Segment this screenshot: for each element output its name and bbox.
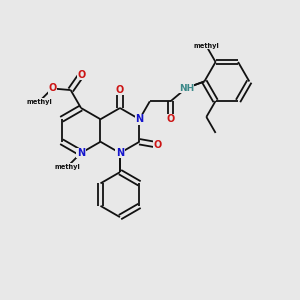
Text: O: O bbox=[77, 70, 86, 80]
Text: N: N bbox=[77, 148, 85, 158]
Text: N: N bbox=[135, 114, 143, 124]
Text: N: N bbox=[116, 148, 124, 158]
Text: O: O bbox=[116, 85, 124, 94]
Text: NH: NH bbox=[179, 83, 194, 92]
Text: O: O bbox=[154, 140, 162, 150]
Text: methyl: methyl bbox=[26, 98, 52, 104]
Text: methyl: methyl bbox=[55, 164, 80, 169]
Text: O: O bbox=[48, 83, 56, 94]
Text: O: O bbox=[167, 114, 175, 124]
Text: methyl: methyl bbox=[194, 43, 219, 49]
